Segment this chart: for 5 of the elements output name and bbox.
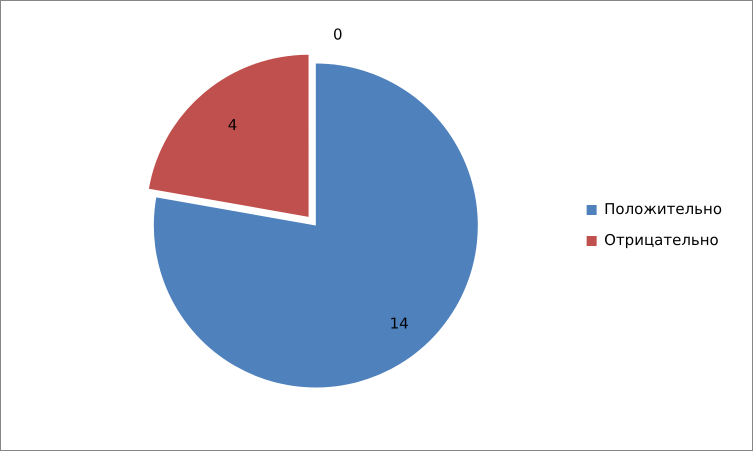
- legend-label: Отрицательно: [604, 230, 719, 249]
- data-label: 4: [228, 116, 238, 134]
- text: 0: [333, 25, 343, 44]
- data-label: 14: [390, 314, 409, 333]
- legend-label: Положительно: [604, 200, 722, 218]
